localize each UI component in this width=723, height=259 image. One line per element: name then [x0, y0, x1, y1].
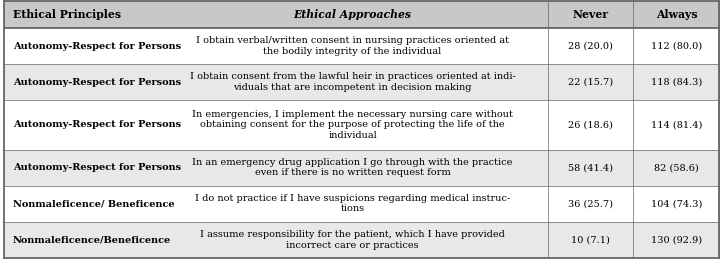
Bar — [4, 28, 719, 64]
Text: Autonomy-Respect for Persons: Autonomy-Respect for Persons — [13, 120, 181, 129]
Text: Never: Never — [573, 9, 609, 20]
Text: Ethical Principles: Ethical Principles — [13, 9, 121, 20]
Text: I assume responsibility for the patient, which I have provided
incorrect care or: I assume responsibility for the patient,… — [200, 230, 505, 250]
Text: Nonmaleficence/ Beneficence: Nonmaleficence/ Beneficence — [13, 199, 174, 208]
Text: 26 (18.6): 26 (18.6) — [568, 120, 613, 129]
Text: In an emergency drug application I go through with the practice
even if there is: In an emergency drug application I go th… — [192, 158, 513, 177]
Bar — [4, 1, 719, 28]
Text: 118 (84.3): 118 (84.3) — [651, 78, 702, 87]
Text: 36 (25.7): 36 (25.7) — [568, 199, 613, 208]
Text: 22 (15.7): 22 (15.7) — [568, 78, 613, 87]
Text: Nonmaleficence/Beneficence: Nonmaleficence/Beneficence — [13, 235, 171, 244]
Text: 130 (92.9): 130 (92.9) — [651, 235, 702, 244]
Bar — [4, 186, 719, 222]
Text: 104 (74.3): 104 (74.3) — [651, 199, 702, 208]
Text: 82 (58.6): 82 (58.6) — [654, 163, 699, 172]
Text: In emergencies, I implement the necessary nursing care without
obtaining consent: In emergencies, I implement the necessar… — [192, 110, 513, 140]
Bar — [4, 100, 719, 149]
Text: Autonomy-Respect for Persons: Autonomy-Respect for Persons — [13, 163, 181, 172]
Text: 10 (7.1): 10 (7.1) — [571, 235, 610, 244]
Text: I obtain verbal/written consent in nursing practices oriented at
the bodily inte: I obtain verbal/written consent in nursi… — [196, 36, 509, 56]
Text: Always: Always — [656, 9, 697, 20]
Text: I obtain consent from the lawful heir in practices oriented at indi-
viduals tha: I obtain consent from the lawful heir in… — [189, 72, 515, 92]
Text: 112 (80.0): 112 (80.0) — [651, 41, 702, 51]
Text: 58 (41.4): 58 (41.4) — [568, 163, 613, 172]
Text: 28 (20.0): 28 (20.0) — [568, 41, 613, 51]
Bar — [4, 64, 719, 100]
Bar — [4, 149, 719, 186]
Text: Autonomy-Respect for Persons: Autonomy-Respect for Persons — [13, 78, 181, 87]
Text: 114 (81.4): 114 (81.4) — [651, 120, 702, 129]
Text: Autonomy-Respect for Persons: Autonomy-Respect for Persons — [13, 41, 181, 51]
Text: I do not practice if I have suspicions regarding medical instruc-
tions: I do not practice if I have suspicions r… — [195, 194, 510, 213]
Bar — [4, 222, 719, 258]
Text: Ethical Approaches: Ethical Approaches — [294, 9, 411, 20]
